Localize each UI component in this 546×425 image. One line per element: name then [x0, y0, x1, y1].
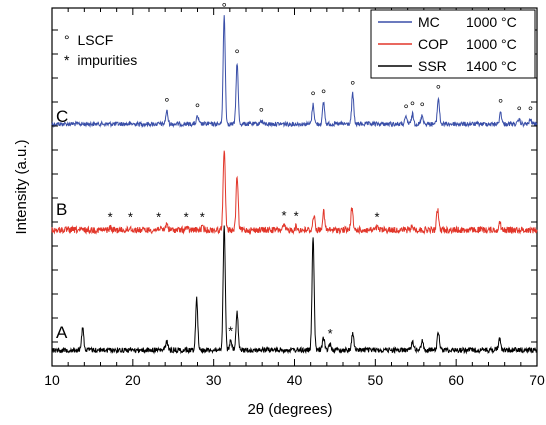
impurity-marker-cop: * — [281, 208, 286, 223]
impurities-symbol: * — [64, 52, 70, 68]
series-line-ssr — [51, 225, 538, 355]
series-layer: C B A — [51, 15, 538, 355]
x-tick-label: 70 — [529, 372, 545, 388]
lscf-marker-mc: ° — [420, 99, 425, 114]
legend-name-cop: COP — [418, 36, 448, 52]
series-line-cop — [51, 150, 538, 235]
lscf-marker-mc: ° — [195, 100, 200, 115]
legend-name-mc: MC — [418, 14, 440, 30]
legend: MC 1000 °C COP 1000 °C SSR 1400 °C — [370, 9, 536, 79]
lscf-marker-mc: ° — [321, 86, 326, 101]
sample-label-a: A — [56, 323, 68, 342]
lscf-marker-mc: ° — [498, 96, 503, 111]
x-axis: 10 20 30 40 50 60 70 — [44, 8, 545, 388]
x-tick-label: 30 — [206, 372, 222, 388]
x-tick-label: 60 — [448, 372, 464, 388]
lscf-marker-mc: ° — [410, 98, 415, 113]
marker-layer: ° °°°°° °°° ° °°°° °* * * * * * * ** * — [108, 0, 533, 341]
lscf-marker-mc: ° — [259, 105, 264, 120]
x-tick-label: 50 — [368, 372, 384, 388]
impurity-marker-ssr: * — [328, 326, 333, 341]
lscf-marker-mc: ° — [528, 104, 533, 119]
impurity-marker-cop: * — [108, 210, 113, 225]
marker-key: ° LSCF * impurities — [64, 32, 137, 68]
lscf-marker-mc: ° — [436, 82, 441, 97]
legend-name-ssr: SSR — [418, 58, 447, 74]
lscf-marker-mc: ° — [403, 102, 408, 117]
legend-temp-cop: 1000 °C — [466, 36, 517, 52]
marker-key-impurities: * impurities — [64, 52, 137, 68]
legend-temp-mc: 1000 °C — [466, 14, 517, 30]
impurities-label: impurities — [77, 52, 137, 68]
x-tick-label: 20 — [125, 372, 141, 388]
legend-temp-ssr: 1400 °C — [466, 58, 517, 74]
x-tick-label: 10 — [44, 372, 60, 388]
lscf-label: LSCF — [78, 32, 114, 48]
lscf-marker-mc: ° — [234, 46, 239, 61]
lscf-marker-mc: ° — [517, 104, 522, 119]
lscf-marker-mc: ° — [350, 78, 355, 93]
impurity-marker-cop: * — [184, 210, 189, 225]
impurity-marker-cop: * — [374, 210, 379, 225]
lscf-symbol: ° — [64, 32, 70, 48]
impurity-marker-cop: * — [200, 210, 205, 225]
impurity-marker-cop: * — [294, 209, 299, 224]
lscf-marker-mc: ° — [164, 95, 169, 110]
x-tick-label: 40 — [287, 372, 303, 388]
series-line-mc — [51, 15, 538, 129]
lscf-marker-mc: ° — [222, 0, 227, 15]
y-axis-title: Intensity (a.u.) — [13, 139, 30, 234]
marker-key-lscf: ° LSCF — [64, 32, 113, 48]
impurity-marker-cop: * — [156, 210, 161, 225]
sample-label-c: C — [56, 107, 68, 126]
lscf-marker-mc: ° — [310, 89, 315, 104]
sample-label-b: B — [56, 200, 67, 219]
x-axis-title: 2θ (degrees) — [247, 401, 332, 418]
y-axis — [52, 29, 537, 343]
impurity-marker-ssr: * — [228, 323, 233, 338]
impurity-marker-cop: * — [128, 210, 133, 225]
